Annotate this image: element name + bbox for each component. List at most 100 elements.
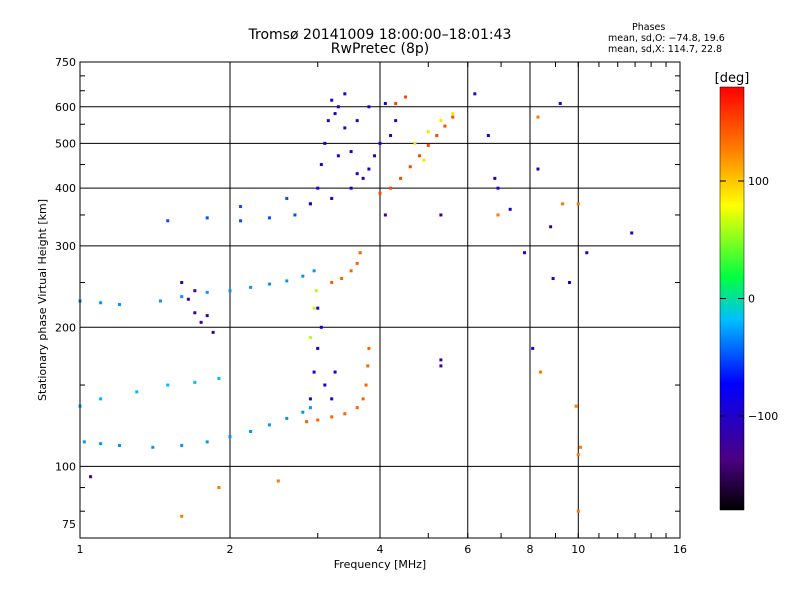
data-point	[285, 279, 289, 283]
data-point	[383, 101, 387, 105]
x-axis-label: Frequency [MHz]	[334, 558, 426, 571]
data-point	[312, 269, 316, 273]
data-point	[426, 130, 430, 134]
data-point	[367, 346, 371, 350]
colorbar-tick-label: −100	[748, 410, 778, 423]
data-point	[539, 370, 543, 374]
data-point	[523, 251, 527, 255]
data-point	[205, 216, 209, 220]
data-point	[576, 453, 580, 457]
data-point	[508, 207, 512, 211]
data-point	[349, 269, 353, 273]
data-point	[403, 95, 407, 99]
data-point	[333, 112, 337, 116]
data-point	[228, 289, 232, 293]
grid-lines	[80, 62, 680, 538]
data-point	[193, 289, 197, 293]
data-point	[89, 475, 93, 479]
data-point	[285, 416, 289, 420]
data-point	[285, 196, 289, 200]
data-point	[551, 277, 555, 281]
data-point	[249, 285, 253, 289]
data-point	[180, 281, 184, 285]
x-tick-label: 4	[377, 543, 384, 556]
data-point	[316, 186, 320, 190]
y-tick-label: 75	[62, 518, 76, 531]
data-point	[389, 186, 393, 190]
data-point	[267, 282, 271, 286]
data-point	[413, 141, 417, 145]
data-point	[323, 141, 327, 145]
data-point	[330, 98, 334, 102]
data-point	[417, 154, 421, 158]
data-point	[373, 154, 377, 158]
data-point	[343, 92, 347, 96]
data-point	[383, 213, 387, 217]
data-point	[355, 119, 359, 123]
data-point	[349, 186, 353, 190]
data-point	[166, 219, 170, 223]
y-tick-label: 200	[55, 321, 76, 334]
data-point	[439, 358, 443, 362]
data-point	[267, 423, 271, 427]
data-point	[205, 314, 209, 318]
data-point	[439, 213, 443, 217]
x-tick-label: 16	[673, 543, 687, 556]
data-point	[549, 225, 553, 229]
data-points	[78, 92, 634, 518]
data-point	[576, 509, 580, 513]
data-point	[239, 219, 243, 223]
phase-x-stats: mean, sd,X: 114.7, 22.8	[608, 44, 723, 55]
data-point	[422, 158, 426, 162]
data-point	[408, 165, 412, 169]
data-point	[394, 101, 398, 105]
data-point	[319, 163, 323, 167]
data-point	[82, 440, 86, 444]
data-point	[276, 479, 280, 483]
data-point	[496, 213, 500, 217]
data-point	[578, 445, 582, 449]
data-point	[531, 346, 535, 350]
data-point	[361, 176, 365, 180]
data-point	[326, 119, 330, 123]
x-tick-label: 2	[227, 543, 234, 556]
colorbar-unit: [deg]	[715, 71, 750, 86]
data-point	[99, 442, 103, 446]
data-point	[536, 167, 540, 171]
data-point	[316, 306, 320, 310]
x-tick-label: 6	[464, 543, 471, 556]
x-tick-label: 1	[77, 543, 84, 556]
data-point	[158, 299, 162, 303]
data-point	[117, 443, 121, 447]
data-point	[316, 346, 320, 350]
data-point	[312, 370, 316, 374]
data-point	[267, 216, 271, 220]
data-point	[361, 397, 365, 401]
data-point	[567, 281, 571, 285]
colorbar-ticks: 100 0 −100	[720, 175, 778, 423]
data-point	[193, 311, 197, 315]
data-point	[349, 150, 353, 154]
chart-subtitle: RwPretec (8p)	[330, 41, 430, 57]
data-point	[211, 330, 215, 334]
data-point	[249, 429, 253, 433]
data-point	[439, 364, 443, 368]
data-point	[574, 404, 578, 408]
data-point	[99, 301, 103, 305]
data-point	[117, 303, 121, 307]
data-point	[330, 196, 334, 200]
data-point	[493, 176, 497, 180]
data-point	[330, 281, 334, 285]
data-point	[305, 420, 309, 424]
data-point	[308, 397, 312, 401]
data-point	[135, 390, 139, 394]
data-point	[378, 141, 382, 145]
data-point	[180, 443, 184, 447]
data-point	[316, 418, 320, 422]
data-point	[186, 297, 190, 301]
data-point	[394, 119, 398, 123]
data-point	[451, 115, 455, 119]
data-point	[585, 251, 589, 255]
data-point	[486, 134, 490, 138]
data-point	[630, 231, 634, 235]
